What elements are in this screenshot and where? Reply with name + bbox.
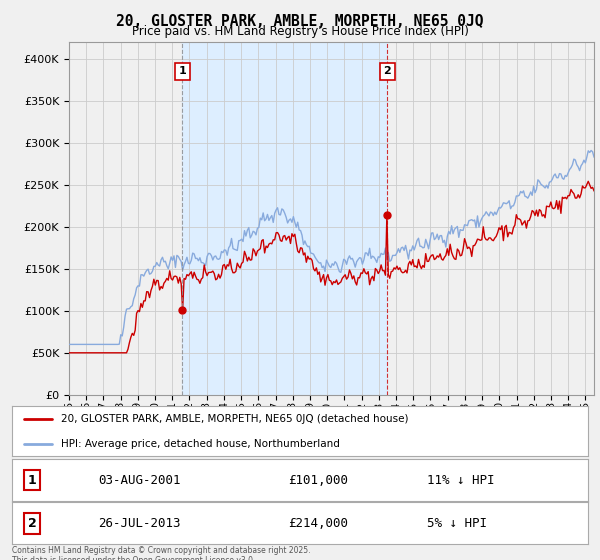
Text: 11% ↓ HPI: 11% ↓ HPI — [427, 474, 494, 487]
Text: 20, GLOSTER PARK, AMBLE, MORPETH, NE65 0JQ: 20, GLOSTER PARK, AMBLE, MORPETH, NE65 0… — [116, 14, 484, 29]
Bar — [182, 42, 388, 395]
Text: £101,000: £101,000 — [289, 474, 349, 487]
Text: 20, GLOSTER PARK, AMBLE, MORPETH, NE65 0JQ (detached house): 20, GLOSTER PARK, AMBLE, MORPETH, NE65 0… — [61, 414, 409, 423]
Text: 26-JUL-2013: 26-JUL-2013 — [98, 517, 181, 530]
Text: HPI: Average price, detached house, Northumberland: HPI: Average price, detached house, Nort… — [61, 439, 340, 449]
Text: 1: 1 — [178, 67, 186, 76]
Text: 2: 2 — [383, 67, 391, 76]
Text: 2: 2 — [28, 517, 37, 530]
Text: Contains HM Land Registry data © Crown copyright and database right 2025.
This d: Contains HM Land Registry data © Crown c… — [12, 546, 311, 560]
Text: 1: 1 — [28, 474, 37, 487]
Text: Price paid vs. HM Land Registry's House Price Index (HPI): Price paid vs. HM Land Registry's House … — [131, 25, 469, 38]
Text: 03-AUG-2001: 03-AUG-2001 — [98, 474, 181, 487]
Text: £214,000: £214,000 — [289, 517, 349, 530]
Text: 5% ↓ HPI: 5% ↓ HPI — [427, 517, 487, 530]
